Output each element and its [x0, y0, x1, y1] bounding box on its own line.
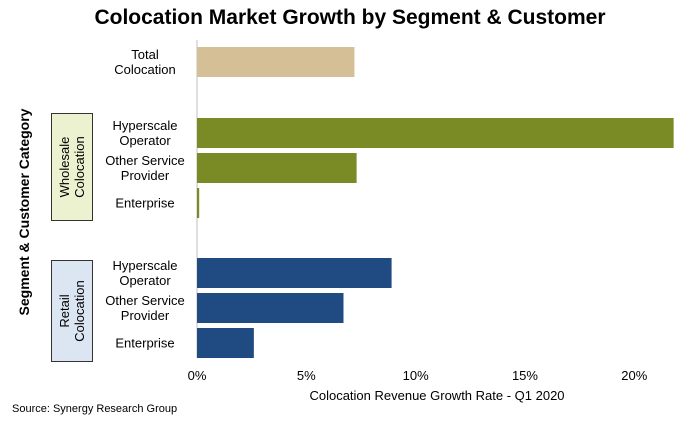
category-label-line: Operator — [119, 133, 171, 148]
bar-2-1 — [197, 293, 344, 323]
x-tick-label: 5% — [296, 368, 316, 383]
x-tick-label: 20% — [621, 368, 648, 383]
bar-2-0 — [197, 258, 392, 288]
source-note: Source: Synergy Research Group — [12, 403, 178, 415]
category-label-line: Total — [131, 47, 159, 62]
category-label-line: Operator — [119, 273, 171, 288]
group-box-retail: Retail Colocation — [51, 260, 93, 362]
bar-0-0 — [197, 47, 355, 77]
category-label-2-1: Other Service Provider — [105, 293, 184, 323]
category-label-1-2: Enterprise — [115, 196, 174, 211]
category-label-line: Provider — [120, 308, 170, 323]
category-label-2-2: Enterprise — [115, 336, 174, 351]
bar-1-2 — [197, 188, 200, 218]
group-box-wholesale: Wholesale Colocation — [51, 113, 93, 221]
category-label-1-1: Other Service Provider — [105, 153, 184, 183]
bar-1-0 — [197, 118, 674, 148]
category-label-1-0: Hyperscale Operator — [112, 118, 177, 148]
x-axis-title: Colocation Revenue Growth Rate - Q1 2020 — [309, 388, 565, 403]
chart-title: Colocation Market Growth by Segment & Cu… — [94, 6, 606, 29]
category-label-line: Enterprise — [115, 335, 175, 351]
category-label-line: Hyperscale — [112, 258, 178, 273]
bar-2-2 — [197, 328, 254, 358]
bar-1-1 — [197, 153, 357, 183]
category-label-line: Enterprise — [115, 195, 175, 211]
category-label-0-0: Total Colocation — [114, 47, 175, 77]
category-label-line: Other Service — [105, 293, 185, 308]
category-label-line: Hyperscale — [112, 118, 178, 133]
x-tick-label: 0% — [187, 368, 207, 383]
category-label-line: Colocation — [114, 62, 176, 77]
category-label-line: Provider — [120, 168, 170, 183]
category-label-line: Other Service — [105, 153, 185, 168]
x-tick-label: 10% — [402, 368, 429, 383]
category-label-2-0: Hyperscale Operator — [112, 258, 177, 288]
x-tick-label: 15% — [511, 368, 538, 383]
